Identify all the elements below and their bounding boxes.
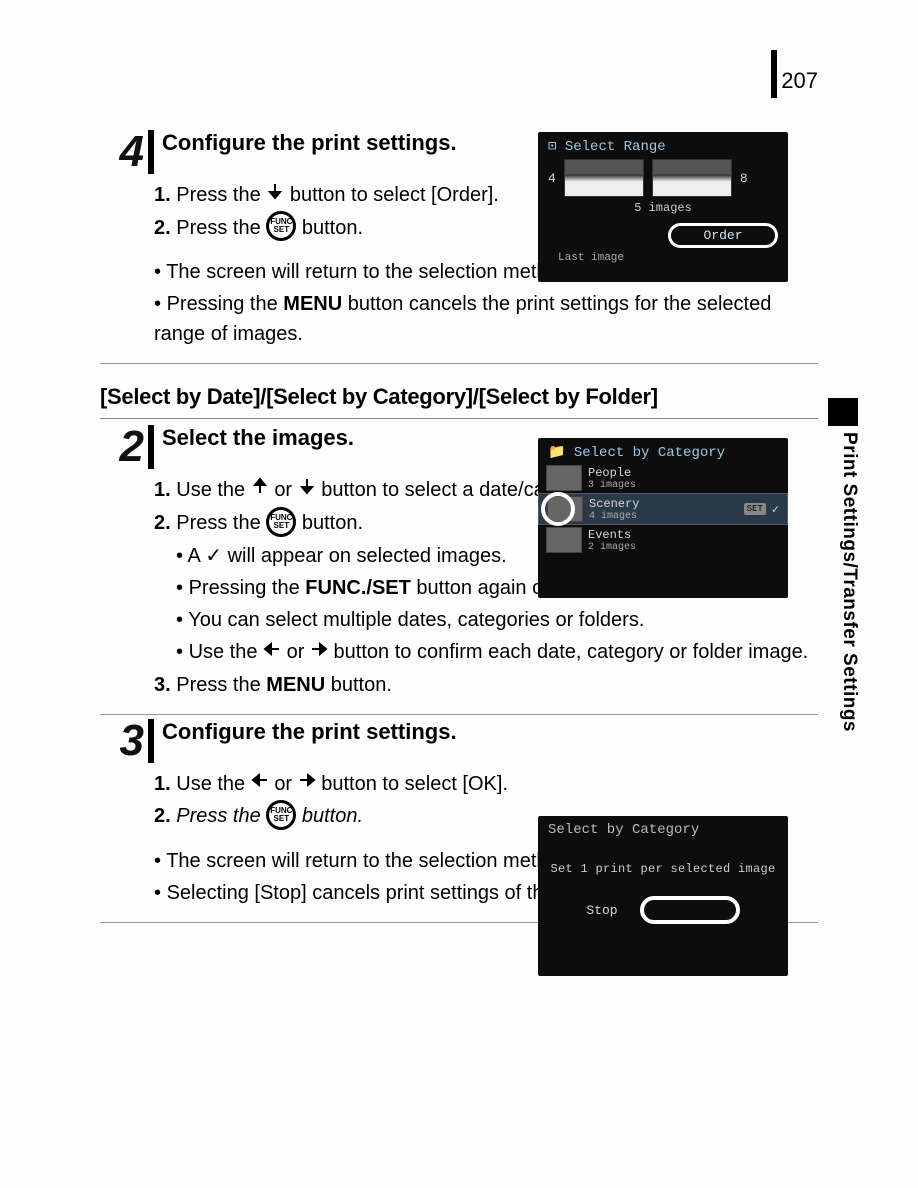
text: button. bbox=[302, 512, 363, 534]
lcd-count: 5 images bbox=[538, 199, 788, 217]
step2-sub4: • Use the or button to confirm each date… bbox=[176, 637, 818, 668]
text: Press the bbox=[176, 805, 260, 827]
text: button. bbox=[302, 217, 363, 239]
text: or bbox=[287, 641, 305, 663]
lcd-cat-scenery: Scenery 4 images SET ✓ bbox=[538, 493, 788, 525]
text: button. bbox=[331, 674, 392, 696]
lcd-title: ⊡ Select Range bbox=[538, 132, 788, 157]
text: Select by Category bbox=[574, 445, 725, 461]
step-bar bbox=[148, 130, 154, 174]
num-label: 1. bbox=[154, 479, 171, 501]
text: You can select multiple dates, categorie… bbox=[188, 609, 644, 631]
cat-thumb bbox=[546, 465, 582, 491]
cat-count: 4 images bbox=[589, 511, 738, 522]
cat-thumb bbox=[546, 527, 582, 553]
funcset-label: FUNC./SET bbox=[305, 577, 411, 599]
lcd-cat-people: People 3 images bbox=[538, 463, 788, 493]
step-bar bbox=[148, 425, 154, 469]
step-body: Configure the print settings. bbox=[162, 719, 818, 751]
text: or bbox=[274, 479, 292, 501]
step2-line3: 3. Press the MENU button. bbox=[154, 670, 818, 700]
cat-count: 2 images bbox=[588, 542, 780, 553]
menu-label: MENU bbox=[266, 674, 325, 696]
text: A ✓ will appear on selected images. bbox=[187, 545, 506, 567]
left-arrow-icon bbox=[251, 767, 269, 797]
up-arrow-icon bbox=[251, 474, 269, 504]
stop-label: Stop bbox=[586, 903, 617, 918]
right-arrow-icon bbox=[298, 767, 316, 797]
lcd-button-row: Stop bbox=[538, 888, 788, 924]
num-label: 3. bbox=[154, 674, 171, 696]
funcset-icon: FUNCSET bbox=[266, 507, 296, 537]
text: Use the bbox=[176, 479, 245, 501]
step-bar bbox=[148, 719, 154, 763]
num-label: 2. bbox=[154, 805, 171, 827]
cat-name: People bbox=[588, 466, 780, 480]
thumb bbox=[652, 159, 732, 197]
step-3: 3 Configure the print settings. bbox=[100, 719, 818, 763]
section-title: [Select by Date]/[Select by Category]/[S… bbox=[100, 384, 818, 410]
lcd-select-range: ⊡ Select Range 4 8 5 images Order Last i… bbox=[538, 132, 788, 282]
down-arrow-icon bbox=[266, 179, 284, 209]
text: Press the bbox=[176, 217, 260, 239]
cat-name: Scenery bbox=[589, 497, 738, 511]
text: button to select [Order]. bbox=[290, 184, 499, 206]
text: Select Range bbox=[565, 139, 666, 155]
text: button to confirm each date, category or… bbox=[334, 641, 809, 663]
set-badge: SET bbox=[744, 503, 766, 515]
num-label: 1. bbox=[154, 184, 171, 206]
text: Press the bbox=[176, 512, 260, 534]
step3-line1: 1. Use the or button to select [OK]. bbox=[154, 769, 818, 800]
text: button. bbox=[302, 805, 363, 827]
num: 4 bbox=[548, 171, 556, 186]
step-number: 3 bbox=[100, 719, 144, 763]
step4-bullet2: • Pressing the MENU button cancels the p… bbox=[154, 289, 818, 349]
check-icon: ✓ bbox=[772, 502, 779, 517]
right-arrow-icon bbox=[310, 636, 328, 666]
menu-label: MENU bbox=[283, 293, 342, 315]
num-label: 2. bbox=[154, 217, 171, 239]
page-tick bbox=[771, 50, 777, 98]
lcd-cat-events: Events 2 images bbox=[538, 525, 788, 555]
left-arrow-icon bbox=[263, 636, 281, 666]
lcd-title: 📁 Select by Category bbox=[538, 438, 788, 463]
divider bbox=[100, 418, 818, 419]
divider bbox=[100, 714, 818, 715]
lcd-order-button: Order bbox=[668, 223, 778, 248]
step2-sub3: • You can select multiple dates, categor… bbox=[176, 605, 818, 635]
step-number: 2 bbox=[100, 425, 144, 469]
lcd-title: Select by Category bbox=[538, 816, 788, 840]
text: Press the bbox=[176, 184, 260, 206]
num: 8 bbox=[740, 171, 748, 186]
text: or bbox=[274, 773, 292, 795]
side-label: Print Settings/Transfer Settings bbox=[838, 432, 860, 732]
divider bbox=[100, 363, 818, 364]
text: button to select [OK]. bbox=[321, 773, 508, 795]
page-number: 207 bbox=[781, 68, 818, 98]
text: Press the bbox=[176, 674, 260, 696]
funcset-icon: FUNCSET bbox=[266, 800, 296, 830]
circle-highlight bbox=[541, 492, 575, 526]
text: Use the bbox=[189, 641, 258, 663]
num-label: 1. bbox=[154, 773, 171, 795]
step-heading: Configure the print settings. bbox=[162, 719, 818, 745]
text: Use the bbox=[176, 773, 245, 795]
cat-count: 3 images bbox=[588, 480, 780, 491]
side-tab bbox=[828, 398, 858, 426]
lcd-message: Set 1 print per selected image bbox=[538, 840, 788, 888]
lcd-thumbs: 4 8 bbox=[538, 157, 788, 199]
num-label: 2. bbox=[154, 512, 171, 534]
down-arrow-icon bbox=[298, 474, 316, 504]
lcd-select-category: 📁 Select by Category People 3 images Sce… bbox=[538, 438, 788, 598]
step-number: 4 bbox=[100, 130, 144, 174]
cat-name: Events bbox=[588, 528, 780, 542]
text: Pressing the bbox=[189, 577, 300, 599]
thumb bbox=[564, 159, 644, 197]
lcd-ok-button bbox=[640, 896, 740, 924]
lcd-last-image: Last image bbox=[538, 252, 788, 264]
page-number-area: 207 bbox=[771, 50, 818, 98]
funcset-icon: FUNCSET bbox=[266, 211, 296, 241]
text: Pressing the bbox=[167, 293, 278, 315]
lcd-select-category-confirm: Select by Category Set 1 print per selec… bbox=[538, 816, 788, 976]
